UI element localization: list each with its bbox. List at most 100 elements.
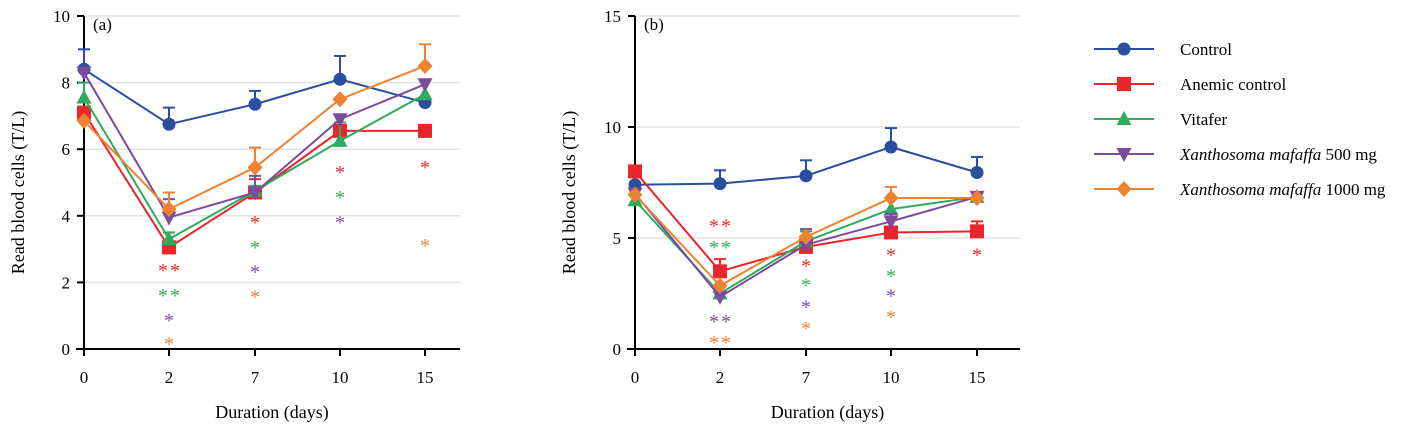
x-axis-title: Duration (days) <box>771 402 884 423</box>
x-tick-label: 10 <box>883 368 900 387</box>
legend-text: Control <box>1180 40 1232 59</box>
legend-text: Vitafer <box>1180 110 1227 129</box>
x-tick-label: 2 <box>716 368 725 387</box>
significance-marker: * <box>164 333 176 355</box>
significance-marker: * <box>335 187 347 209</box>
significance-marker: ** <box>158 285 182 307</box>
panel-label: (a) <box>93 15 112 34</box>
significance-marker: * <box>886 245 898 267</box>
data-point <box>712 277 728 294</box>
data-point <box>247 186 263 201</box>
data-point <box>883 215 899 230</box>
chart-panel-a: 0 2 4 6 8 10 0 2 7 10 15 (a) Duration (days) Read blo… <box>8 7 460 423</box>
data-point <box>332 113 348 128</box>
y-tick-label: 10 <box>604 118 621 137</box>
significance-marker: * <box>250 212 262 234</box>
legend-marker <box>1117 77 1131 91</box>
significance-marker: ** <box>709 237 733 259</box>
x-tick-label: 7 <box>251 368 260 387</box>
y-tick-label: 0 <box>62 340 71 359</box>
legend-item: Xanthosoma mafaffa 1000 mg <box>1094 180 1386 199</box>
y-axis-title: Read blood cells (T/L) <box>559 111 580 274</box>
legend-label: Xanthosoma mafaffa 500 mg <box>1179 145 1377 164</box>
legend-item: Vitafer <box>1094 110 1227 129</box>
data-point <box>248 97 262 111</box>
y-tick-label: 10 <box>53 7 70 26</box>
x-tick-label: 2 <box>165 368 174 387</box>
data-point <box>884 225 898 240</box>
legend-item: Control <box>1094 40 1232 59</box>
y-tick-label: 2 <box>62 273 71 292</box>
x-tick-label: 0 <box>80 368 89 387</box>
data-point <box>332 91 348 108</box>
significance-marker: * <box>420 235 432 257</box>
data-point <box>417 57 433 74</box>
data-point <box>417 86 433 101</box>
legend-text: Anemic control <box>1180 75 1286 94</box>
data-point <box>799 169 813 183</box>
significance-marker: * <box>164 310 176 332</box>
y-tick-label: 6 <box>62 140 71 159</box>
legend-marker <box>1117 42 1131 56</box>
data-point <box>798 238 814 253</box>
data-point <box>883 201 899 216</box>
data-point <box>76 112 92 129</box>
significance-marker: * <box>250 287 262 309</box>
series-control <box>77 48 432 131</box>
x-tick-label: 0 <box>631 368 640 387</box>
series-xanthosoma-mafaffa-1000-mg <box>76 43 433 218</box>
legend-item: Anemic control <box>1094 75 1286 94</box>
data-point <box>77 105 91 120</box>
significance-marker: * <box>801 275 813 297</box>
x-tick-label: 15 <box>417 368 434 387</box>
data-point <box>76 66 92 81</box>
legend-marker <box>1116 111 1132 125</box>
data-point <box>332 132 348 147</box>
significance-marker: * <box>886 307 898 329</box>
legend-item: Xanthosoma mafaffa 500 mg <box>1094 145 1377 164</box>
legend-text-italic: Xanthosoma mafaffa <box>1179 145 1321 164</box>
significance-marker: * <box>335 212 347 234</box>
legend-label: Vitafer <box>1180 110 1227 129</box>
legend-label: Xanthosoma mafaffa 1000 mg <box>1179 180 1386 199</box>
x-tick-label: 10 <box>332 368 349 387</box>
series-xanthosoma-mafaffa-1000-mg <box>627 185 985 294</box>
legend-text-suffix: 500 mg <box>1321 145 1377 164</box>
significance-marker: * <box>250 237 262 259</box>
data-point <box>247 159 263 176</box>
significance-marker: * <box>250 262 262 284</box>
legend-text-suffix: 1000 mg <box>1321 180 1386 199</box>
significance-marker: * <box>886 266 898 288</box>
x-tick-label: 15 <box>969 368 986 387</box>
chart-panel-b: 0 5 10 15 0 2 7 10 15 (b) Duration (days) Read bloo… <box>559 7 1020 423</box>
y-tick-label: 5 <box>613 229 622 248</box>
significance-marker: * <box>335 162 347 184</box>
data-point <box>161 211 177 226</box>
significance-marker: * <box>801 297 813 319</box>
data-point <box>162 117 176 131</box>
data-point <box>713 264 727 279</box>
legend-text-italic: Xanthosoma mafaffa <box>1179 180 1321 199</box>
data-point <box>417 78 433 93</box>
legend-marker <box>1116 181 1132 197</box>
significance-marker: * <box>801 318 813 340</box>
significance-marker: * <box>420 157 432 179</box>
significance-marker: ** <box>709 332 733 354</box>
y-axis-title: Read blood cells (T/L) <box>8 111 29 274</box>
y-tick-label: 4 <box>62 207 71 226</box>
x-axis-title: Duration (days) <box>215 402 328 423</box>
significance-marker: ** <box>158 260 182 282</box>
data-point <box>627 186 643 203</box>
significance-marker: * <box>886 286 898 308</box>
significance-marker: * <box>801 256 813 278</box>
legend-label: Control <box>1180 40 1232 59</box>
significance-marker: * <box>972 245 984 267</box>
y-tick-label: 8 <box>62 74 71 93</box>
data-point <box>76 89 92 104</box>
legend: Control Anemic control Vitafer Xanthosoma m… <box>1094 40 1386 199</box>
data-point <box>712 290 728 305</box>
data-point <box>969 190 985 207</box>
data-point <box>798 228 814 245</box>
